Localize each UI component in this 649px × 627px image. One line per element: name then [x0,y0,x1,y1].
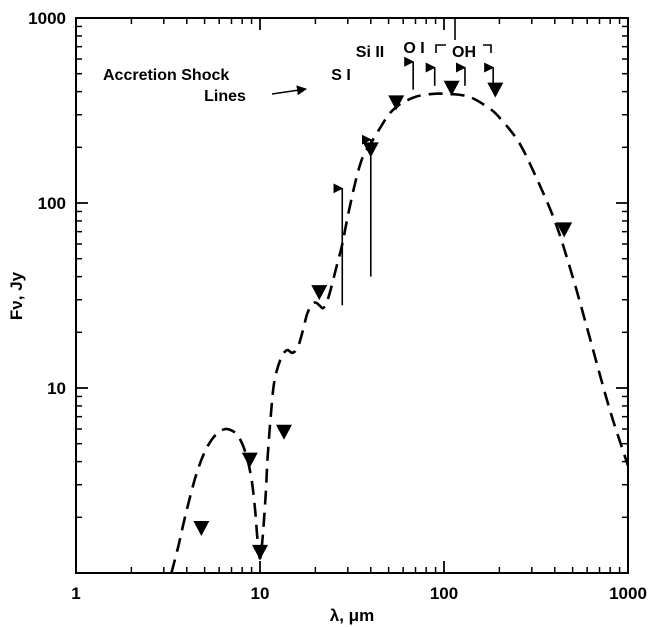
observed-point [556,222,573,238]
emission-line-arrows [333,56,495,306]
accretion-label-line2: Lines [204,88,246,105]
line-label-siii: Si II [356,44,384,61]
x-tick-label: 100 [430,584,458,603]
y-tick-label: 100 [38,194,66,213]
line-labels: S I Si II O I OH [331,40,476,84]
accretion-shock-annotation: Accretion Shock Lines [103,67,307,105]
plot-frame [75,17,629,574]
observed-point [311,285,328,301]
y-axis-title: Fν, Jy [7,271,26,320]
line-label-si: S I [331,67,351,84]
x-tick-labels: 1 10 100 1000 [71,584,647,603]
observed-point [443,80,460,96]
observed-point [241,452,258,468]
observed-point [487,82,504,98]
x-tick-label: 1000 [609,584,647,603]
model-curve [170,92,630,574]
y-tick-label: 1000 [28,9,66,28]
observed-points [193,80,573,560]
line-label-oi: O I [403,40,424,57]
x-axis-title: λ, μm [330,606,374,625]
y-tick-label: 10 [47,379,66,398]
accretion-pointer-arrow [271,85,307,96]
oh-bracket [435,44,492,53]
x-tick-label: 10 [251,584,270,603]
line-label-oh: OH [452,44,476,61]
x-tick-label: 1 [71,584,80,603]
observed-point [252,544,268,560]
observed-point [388,95,405,111]
observed-point [193,521,210,537]
accretion-label-line1: Accretion Shock [103,67,229,84]
axis-ticks [75,17,629,574]
y-tick-labels: 10 100 1000 [28,9,66,398]
observed-point [275,424,292,440]
